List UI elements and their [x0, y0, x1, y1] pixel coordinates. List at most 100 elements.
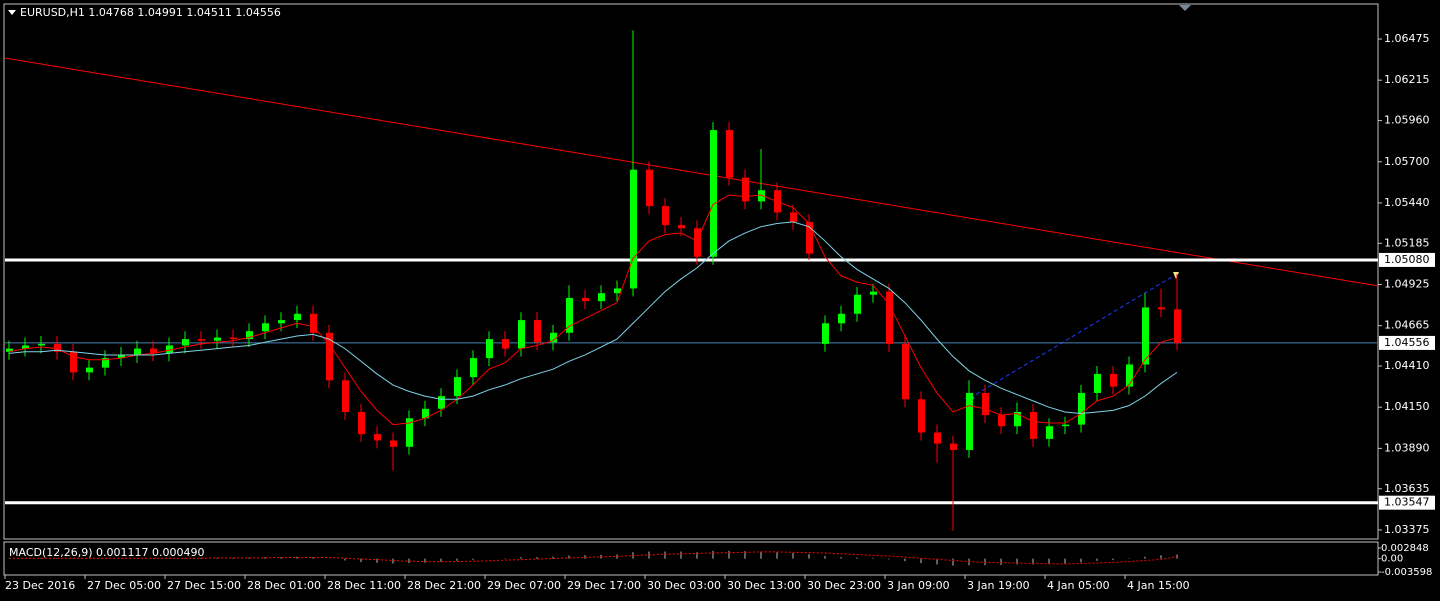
- macd-tick-label: 0.002848: [1381, 543, 1429, 554]
- candle-body: [22, 345, 29, 349]
- candle-body: [566, 297, 573, 333]
- y-tick-label: 1.05440: [1384, 196, 1430, 209]
- candle-body: [278, 320, 285, 324]
- candle-body: [630, 169, 637, 289]
- x-tick-label: 29 Dec 07:00: [487, 579, 561, 592]
- macd-label: MACD(12,26,9) 0.001117 0.000490: [9, 546, 205, 559]
- x-tick-label: 23 Dec 2016: [5, 579, 75, 592]
- price-tag-label: 1.04556: [1384, 336, 1430, 349]
- candle-body: [294, 313, 301, 321]
- y-tick-label: 1.05700: [1384, 155, 1430, 168]
- price-tag-label: 1.03547: [1384, 496, 1430, 509]
- candle-body: [838, 313, 845, 324]
- candle-body: [582, 297, 589, 302]
- moving-average: [8, 194, 1178, 426]
- candle-body: [918, 399, 925, 433]
- candle-body: [1126, 364, 1133, 387]
- candle-body: [1174, 309, 1181, 343]
- candle-body: [310, 313, 317, 333]
- candle-body: [870, 291, 877, 295]
- candle-body: [710, 130, 717, 257]
- candle-body: [550, 332, 557, 343]
- candle-body: [1014, 411, 1021, 427]
- x-tick-label: 29 Dec 17:00: [567, 579, 641, 592]
- candle-body: [790, 212, 797, 222]
- x-tick-label: 3 Jan 09:00: [887, 579, 950, 592]
- candle-body: [822, 323, 829, 344]
- candle-body: [486, 339, 493, 359]
- candle-body: [454, 377, 461, 397]
- x-tick-label: 27 Dec 05:00: [87, 579, 161, 592]
- y-tick-label: 1.03890: [1384, 441, 1430, 454]
- candle-body: [326, 332, 333, 381]
- candle-body: [38, 343, 45, 346]
- candle-body: [598, 293, 605, 302]
- x-tick-label: 3 Jan 19:00: [967, 579, 1030, 592]
- candle-body: [534, 320, 541, 343]
- candle-body: [182, 339, 189, 346]
- candle-body: [758, 190, 765, 202]
- x-tick-label: 27 Dec 15:00: [167, 579, 241, 592]
- candle-body: [998, 415, 1005, 427]
- candle-body: [70, 351, 77, 373]
- candle-body: [246, 331, 253, 340]
- moving-average: [8, 221, 1178, 415]
- candle-body: [150, 348, 157, 354]
- candle-body: [406, 418, 413, 447]
- candle-body: [694, 228, 701, 257]
- shift-marker: [1179, 5, 1191, 11]
- candle-body: [118, 354, 125, 359]
- x-tick-label: 30 Dec 23:00: [807, 579, 881, 592]
- y-tick-label: 1.06475: [1384, 32, 1430, 45]
- candle-body: [902, 343, 909, 400]
- candle-body: [806, 221, 813, 254]
- x-tick-label: 30 Dec 03:00: [647, 579, 721, 592]
- candle-body: [1078, 392, 1085, 425]
- candle-body: [678, 225, 685, 229]
- candle-body: [726, 130, 733, 178]
- macd-tick-label: -0.003598: [1381, 567, 1432, 578]
- candle-body: [230, 337, 237, 340]
- x-tick-label: 28 Dec 21:00: [407, 579, 481, 592]
- y-tick-label: 1.04410: [1384, 359, 1430, 372]
- candle-body: [134, 348, 141, 355]
- candle-body: [646, 169, 653, 207]
- candle-body: [262, 323, 269, 332]
- menu-arrow[interactable]: [8, 10, 16, 15]
- candle-body: [54, 343, 61, 352]
- main-frame: [3, 3, 1379, 540]
- price-tag: [1379, 252, 1435, 267]
- x-tick-label: 4 Jan 05:00: [1047, 579, 1110, 592]
- candle-body: [1094, 373, 1101, 393]
- y-tick-label: 1.05185: [1384, 236, 1430, 249]
- trend-line: [4, 57, 1379, 287]
- candle-body: [966, 392, 973, 450]
- y-tick-label: 1.04665: [1384, 319, 1430, 332]
- chart-header: EURUSD,H1 1.04768 1.04991 1.04511 1.0455…: [20, 6, 281, 19]
- candle-body: [742, 177, 749, 202]
- candle-body: [358, 411, 365, 435]
- candle-body: [166, 345, 173, 354]
- candle-body: [1142, 307, 1149, 365]
- candle-body: [934, 432, 941, 444]
- price-tag-label: 1.05080: [1384, 253, 1430, 266]
- candle-body: [1110, 373, 1117, 387]
- macd-signal: [9, 551, 1178, 565]
- price-tag: [1379, 335, 1435, 350]
- candle-body: [102, 358, 109, 368]
- candle-body: [390, 440, 397, 447]
- y-tick-label: 1.04150: [1384, 400, 1430, 413]
- candle-body: [214, 337, 221, 341]
- candle-body: [438, 396, 445, 409]
- candle-body: [1062, 424, 1069, 427]
- candle-body: [950, 443, 957, 450]
- y-tick-label: 1.04925: [1384, 277, 1430, 290]
- candle-body: [518, 320, 525, 349]
- y-tick-label: 1.03375: [1384, 523, 1430, 536]
- y-tick-label: 1.06215: [1384, 73, 1430, 86]
- candle-body: [198, 339, 205, 341]
- x-tick-label: 28 Dec 01:00: [247, 579, 321, 592]
- price-tag: [1379, 495, 1435, 510]
- candle-body: [614, 288, 621, 294]
- candle-body: [374, 434, 381, 441]
